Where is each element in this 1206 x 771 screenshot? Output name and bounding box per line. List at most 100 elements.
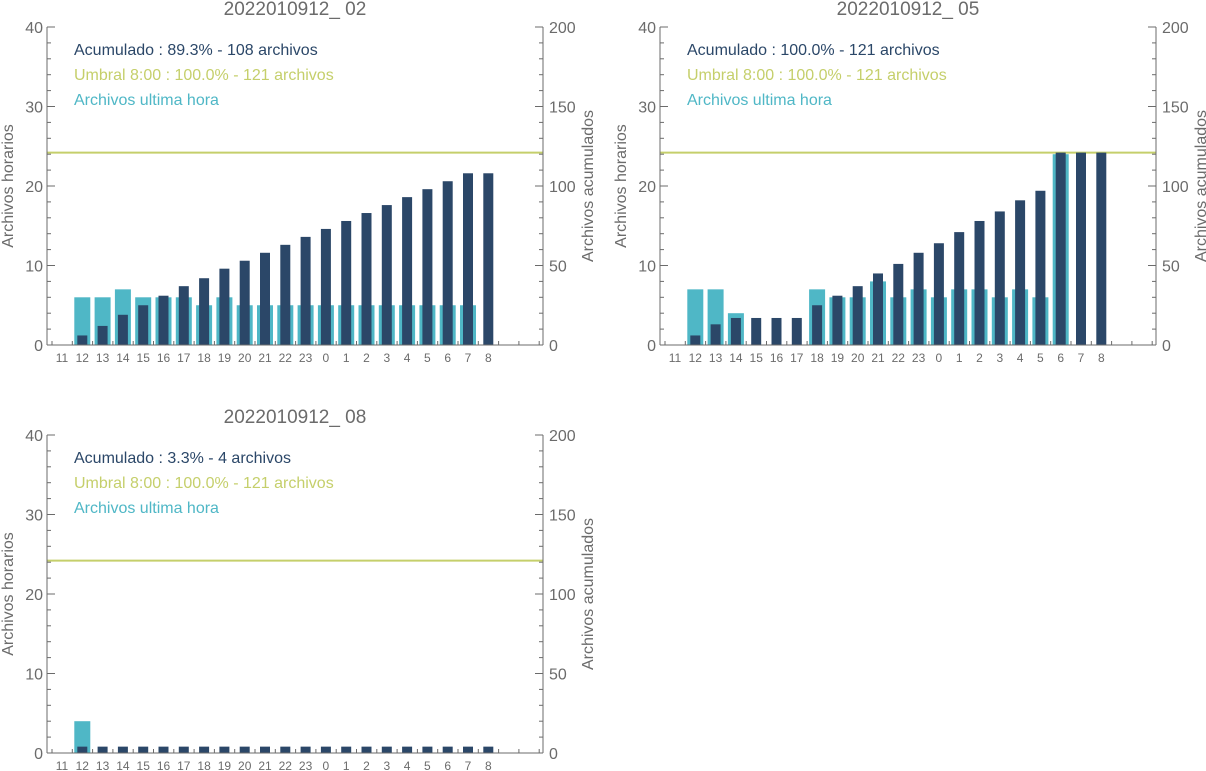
accumulated-bar: [341, 220, 352, 345]
x-tick-label: 21: [871, 351, 885, 365]
y-tick-label-right: 200: [549, 428, 576, 445]
hourly-bar: [74, 297, 91, 345]
y-tick-label-left: 20: [638, 179, 656, 196]
x-tick-label: 1: [343, 351, 350, 365]
accumulated-bar: [690, 335, 701, 345]
x-tick-label: 4: [1017, 351, 1024, 365]
x-tick-label: 11: [56, 351, 69, 365]
accumulated-bar: [178, 746, 189, 753]
legend-entry: Acumulado : 100.0% - 121 archivos: [687, 42, 940, 59]
legend-entry: Umbral 8:00 : 100.0% - 121 archivos: [74, 67, 334, 84]
y-tick-label-left: 20: [25, 587, 43, 604]
x-tick-label: 13: [96, 351, 110, 365]
accumulated-bar: [893, 263, 904, 345]
accumulated-bar: [280, 244, 291, 345]
x-tick-label: 19: [218, 351, 232, 365]
accumulated-bar: [97, 325, 108, 345]
x-tick-label: 17: [790, 351, 804, 365]
x-tick-label: 5: [1037, 351, 1044, 365]
x-tick-label: 5: [424, 759, 431, 771]
y-tick-label-right: 100: [549, 587, 576, 604]
y-tick-label-left: 10: [25, 667, 43, 684]
x-tick-label: 6: [1057, 351, 1064, 365]
accumulated-bar: [320, 746, 331, 753]
accumulated-bar: [442, 746, 453, 753]
y-tick-label-left: 30: [25, 100, 43, 117]
x-tick-label: 1: [343, 759, 350, 771]
x-tick-label: 2: [363, 351, 370, 365]
legend-entry: Acumulado : 89.3% - 108 archivos: [74, 42, 318, 59]
accumulated-bar: [402, 197, 413, 345]
accumulated-bar: [158, 746, 169, 753]
accumulated-bar: [812, 305, 823, 345]
accumulated-bar: [463, 173, 473, 345]
accumulated-bar: [280, 746, 291, 753]
x-tick-label: 18: [810, 351, 824, 365]
x-tick-label: 13: [96, 759, 110, 771]
accumulated-bar: [1035, 190, 1046, 345]
x-tick-label: 8: [485, 351, 492, 365]
x-tick-label: 15: [137, 759, 151, 771]
x-tick-label: 19: [831, 351, 845, 365]
x-tick-label: 6: [444, 351, 451, 365]
accumulated-bar: [771, 317, 782, 345]
x-tick-label: 22: [279, 759, 293, 771]
x-tick-label: 17: [177, 759, 191, 771]
x-tick-label: 12: [76, 759, 90, 771]
accumulated-bar: [710, 324, 721, 345]
accumulated-bar: [199, 278, 210, 345]
y-tick-label-left: 30: [638, 100, 656, 117]
y-tick-label-left: 0: [34, 338, 43, 355]
accumulated-bar: [463, 746, 473, 753]
x-tick-label: 21: [258, 759, 272, 771]
accumulated-bar: [1015, 200, 1026, 345]
x-tick-label: 0: [323, 351, 330, 365]
accumulated-bar: [933, 243, 944, 345]
accumulated-bar: [361, 213, 372, 345]
y-tick-label-right: 0: [549, 746, 558, 763]
accumulated-bar: [320, 228, 331, 345]
x-tick-label: 5: [424, 351, 431, 365]
accumulated-bar: [852, 286, 863, 345]
accumulated-bar: [158, 295, 169, 345]
x-tick-label: 16: [157, 351, 171, 365]
accumulated-bar: [97, 746, 108, 753]
legend-entry: Archivos ultima hora: [74, 92, 219, 109]
hourly-bar: [74, 721, 91, 753]
x-tick-label: 16: [157, 759, 171, 771]
x-tick-label: 17: [177, 351, 191, 365]
accumulated-bar: [422, 189, 433, 345]
y-tick-label-left: 20: [25, 179, 43, 196]
accumulated-bar: [381, 205, 392, 345]
accumulated-bar: [381, 746, 392, 753]
x-tick-label: 4: [404, 759, 411, 771]
accumulated-bar: [402, 746, 413, 753]
x-tick-label: 14: [116, 351, 130, 365]
x-tick-label: 15: [750, 351, 764, 365]
x-tick-label: 22: [279, 351, 293, 365]
x-tick-label: 16: [770, 351, 784, 365]
x-tick-label: 23: [912, 351, 926, 365]
x-tick-label: 20: [238, 351, 252, 365]
chart-title: 2022010912_ 02: [224, 0, 367, 20]
x-tick-label: 23: [299, 351, 313, 365]
x-tick-label: 18: [197, 759, 211, 771]
x-tick-label: 3: [383, 759, 390, 771]
y-tick-label-left: 10: [638, 259, 656, 276]
accumulated-bar: [1055, 152, 1066, 345]
x-tick-label: 7: [465, 759, 472, 771]
x-tick-label: 14: [116, 759, 130, 771]
accumulated-bar: [117, 746, 128, 753]
x-tick-label: 3: [996, 351, 1003, 365]
accumulated-bar: [219, 746, 230, 753]
x-tick-label: 1: [956, 351, 963, 365]
accumulated-bar: [483, 746, 494, 753]
x-tick-label: 14: [729, 351, 743, 365]
x-tick-label: 4: [404, 351, 411, 365]
x-tick-label: 12: [76, 351, 90, 365]
accumulated-bar: [138, 305, 149, 345]
accumulated-bar: [178, 286, 189, 345]
